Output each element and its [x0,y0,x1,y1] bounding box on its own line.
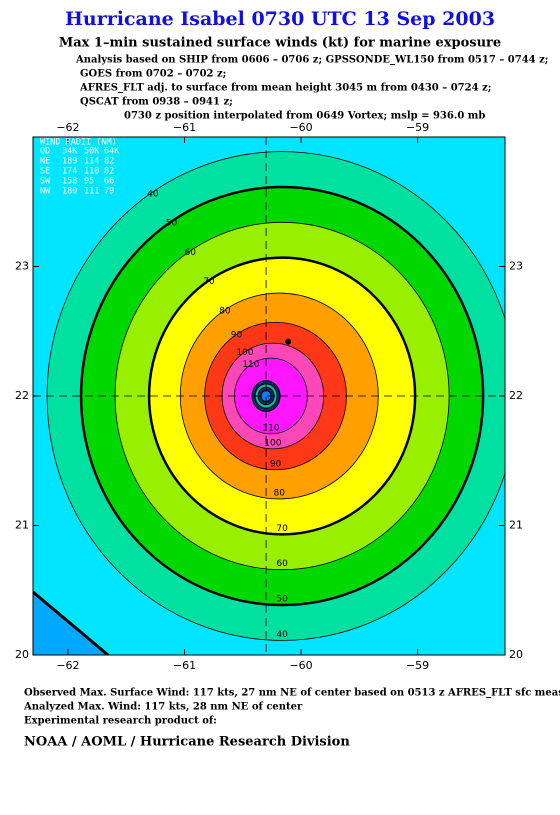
radii-cell: 82 [104,157,114,167]
radii-cell: 110 [84,167,99,177]
y-tick-label: 22 [15,389,29,402]
x-tick-label: −59 [406,121,429,134]
y-tick-label: 21 [15,519,29,532]
radii-cell: 174 [62,167,77,177]
contour-label: 80 [219,306,231,316]
y-tick-label: 22 [509,389,523,402]
contour-label: 90 [231,330,243,340]
contour-label: 110 [262,423,279,433]
credit: NOAA / AOML / Hurricane Research Divisio… [24,735,350,750]
note: GOES from 0702 – 0702 z; [80,69,226,80]
contour-label: 90 [270,459,282,469]
contour-label: 70 [276,524,288,534]
x-tick-label: −60 [289,121,312,134]
radii-cell: 95 [84,177,94,187]
x-tick-label: −61 [173,121,196,134]
radii-cell: 111 [84,187,99,197]
footer: Observed Max. Surface Wind: 117 kts, 27 … [24,688,560,699]
contour-label: 60 [185,248,197,258]
contour-line [33,590,109,655]
x-tick-label: −61 [173,659,196,672]
contour-label: 80 [274,488,286,498]
radii-cell: 189 [62,157,77,167]
radii-cell: 82 [104,167,114,177]
y-tick-label: 23 [509,260,523,273]
contour-label: 70 [203,277,215,287]
contour-label: 110 [242,360,259,370]
radii-cell: 114 [84,157,99,167]
contour-label: 50 [166,219,178,229]
y-tick-label: 20 [15,648,29,661]
note: AFRES_FLT adj. to surface from mean heig… [79,83,491,94]
radii-cell: SW [40,177,51,187]
plot: 40 40 50 50 60 60 70 70 80 80 90 90 100 100 110 110 [33,137,505,655]
radii-cell: 79 [104,187,114,197]
x-tick-label: −60 [289,659,312,672]
radii-column: QD [40,147,50,157]
note: QSCAT from 0938 – 0941 z; [80,97,233,108]
radii-cell: 180 [62,187,77,197]
footer: Analyzed Max. Wind: 117 kts, 28 nm NE of… [23,702,303,713]
radii-column: 64K [104,147,120,157]
y-tick-label: 21 [509,519,523,532]
y-tick-label: 23 [15,260,29,273]
radii-cell: NW [40,187,51,197]
note: 0730 z position interpolated from 0649 V… [124,111,485,122]
radii-header: WIND RADII (NM) [40,138,117,148]
y-tick-label: 20 [509,648,523,661]
title: Hurricane Isabel 0730 UTC 13 Sep 2003 [65,8,495,30]
radii-column: 50K [84,147,100,157]
x-tick-label: −62 [56,121,79,134]
axes: −62 −62 −61 −61 −60 −60 −59 −59 20 20 21 21 22 22 23 23… [15,121,523,672]
radii-cell: 66 [104,177,114,187]
x-tick-label: −62 [56,659,79,672]
contour-label: 50 [276,595,288,605]
contour-label: 100 [264,438,281,448]
footer: Experimental research product of: [24,716,217,727]
contour-label: 40 [276,630,288,640]
radii-cell: 158 [62,177,77,187]
contour-label: 60 [276,559,288,569]
radii-cell: SE [40,167,50,177]
contour-label: 100 [236,348,253,358]
x-tick-label: −59 [406,659,429,672]
radii-cell: NE [40,157,50,167]
radii-column: 34K [62,147,78,157]
subtitle: Max 1–min sustained surface winds (kt) f… [59,36,501,51]
observed-max-wind [285,338,292,345]
contour-label: 40 [147,189,159,199]
plot-frame [32,136,506,656]
note: Analysis based on SHIP from 0606 – 0706 … [75,55,548,66]
